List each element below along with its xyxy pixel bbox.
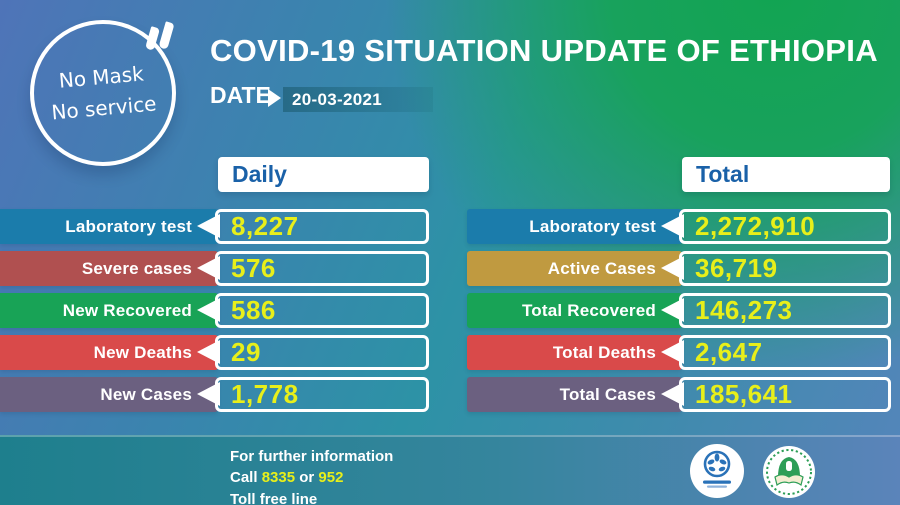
footer-band: For further information Call 8335 or 952… [0,435,900,505]
stat-value: 146,273 [695,295,793,325]
stat-label-bar: New Deaths [0,335,218,370]
date-strip [283,87,433,112]
arrow-left-icon [661,256,684,280]
daily-row-new-cases: New Cases 1,778 [0,377,429,412]
stat-label-bar: Laboratory test [0,209,218,244]
footer-line3: Toll free line [230,490,318,505]
stat-value: 8,227 [231,211,299,241]
stat-label: New Recovered [62,300,192,320]
stat-value-box: 146,273 [679,293,891,328]
arrow-left-icon [197,214,220,238]
stat-value: 36,719 [695,253,778,283]
stat-label-bar: Total Cases [467,377,682,412]
total-row-total-deaths: Total Deaths 2,647 [467,335,891,370]
stat-value-box: 2,272,910 [679,209,891,244]
public-health-institute-logo [763,446,815,503]
footer-phone-8335: 8335 [261,469,296,487]
total-row-total-recovered: Total Recovered 146,273 [467,293,891,328]
stat-label: Total Deaths [552,342,656,362]
footer-contact-info: For further information Call 8335 or 952… [230,446,393,505]
arrow-left-icon [661,214,684,238]
total-row-total-cases: Total Cases 185,641 [467,377,891,412]
stat-value-box: 36,719 [679,251,891,286]
arrow-left-icon [197,256,220,280]
stat-label: New Deaths [93,342,192,362]
stat-value: 1,778 [231,379,299,409]
total-row-active-cases: Active Cases 36,719 [467,251,891,286]
stat-value: 185,641 [695,379,793,409]
badge-line1: No Mask [58,61,146,93]
arrow-left-icon [197,298,220,322]
ministry-of-health-logo [690,444,744,503]
daily-row-new-deaths: New Deaths 29 [0,335,429,370]
daily-row-laboratory-test: Laboratory test 8,227 [0,209,429,244]
stat-value-box: 29 [215,335,429,370]
stat-value: 2,647 [695,337,763,367]
stat-label: Total Cases [559,384,656,404]
stat-value-box: 2,647 [679,335,891,370]
total-column-header: Total [682,157,890,192]
stat-value: 2,272,910 [695,211,816,241]
footer-call-prefix: Call [230,469,258,487]
stat-label-bar: Severe cases [0,251,218,286]
stat-label: Active Cases [547,258,656,278]
footer-phone-952: 952 [318,469,344,487]
stat-label-bar: Laboratory test [467,209,682,244]
footer-or: or [299,469,315,487]
date-label: DATE [210,82,271,108]
stat-value: 29 [231,337,261,367]
stat-value-box: 586 [215,293,429,328]
stat-label: New Cases [100,384,192,404]
total-row-laboratory-test: Laboratory test 2,272,910 [467,209,891,244]
stat-label-bar: Total Recovered [467,293,682,328]
daily-row-severe-cases: Severe cases 576 [0,251,429,286]
arrow-left-icon [661,382,684,406]
stat-label: Total Recovered [521,300,656,320]
daily-column-header: Daily [218,157,429,192]
stat-label-bar: New Recovered [0,293,218,328]
no-mask-badge-text: No Mask No service [48,58,158,129]
arrow-left-icon [197,340,220,364]
date-value: 20-03-2021 [292,90,382,109]
arrow-right-icon [268,89,281,107]
stat-value: 576 [231,253,276,283]
stat-label-bar: New Cases [0,377,218,412]
stat-value: 586 [231,295,276,325]
badge-line2: No service [50,91,158,125]
no-mask-badge: No Mask No service [30,20,176,166]
quote-marks-icon [145,21,180,56]
stat-value-box: 1,778 [215,377,429,412]
arrow-left-icon [197,382,220,406]
stat-label: Laboratory test [529,216,656,236]
arrow-left-icon [661,298,684,322]
page-title: COVID-19 SITUATION UPDATE OF ETHIOPIA [210,33,878,68]
arrow-left-icon [661,340,684,364]
daily-row-new-recovered: New Recovered 586 [0,293,429,328]
stat-label: Laboratory test [65,216,192,236]
stat-value-box: 185,641 [679,377,891,412]
stat-value-box: 8,227 [215,209,429,244]
stat-label: Severe cases [81,258,192,278]
stat-value-box: 576 [215,251,429,286]
footer-line1: For further information [230,448,394,465]
stat-label-bar: Active Cases [467,251,682,286]
stat-label-bar: Total Deaths [467,335,682,370]
